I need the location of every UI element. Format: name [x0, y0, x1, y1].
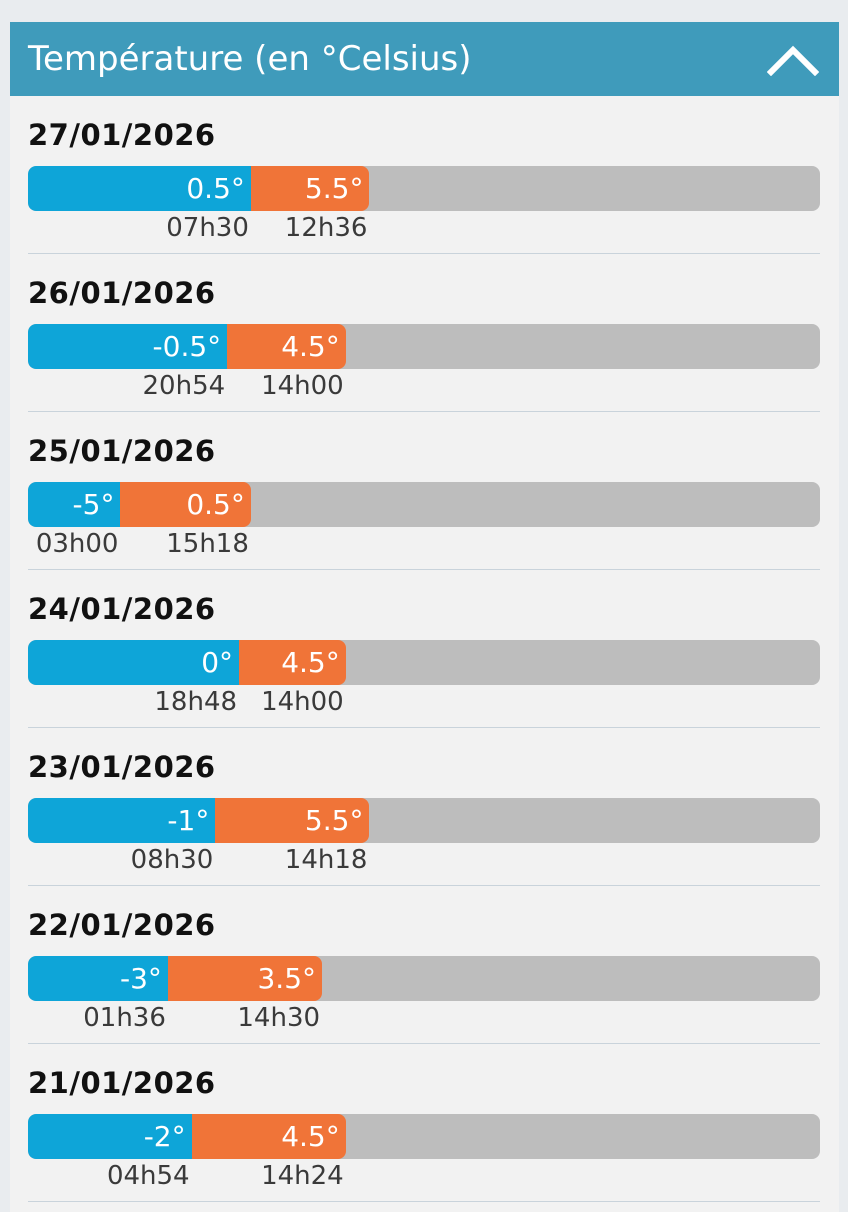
- min-temperature-segment: 0.5°: [28, 166, 251, 211]
- day-row: 27/01/2026 0.5° 5.5° 07h30 12h36: [10, 96, 839, 254]
- max-temperature-label: 3.5°: [257, 962, 317, 995]
- row-divider: [28, 411, 820, 412]
- max-temperature-segment: 3.5°: [167, 956, 323, 1001]
- chevron-up-icon[interactable]: [765, 31, 821, 87]
- min-temperature-time: 08h30: [130, 845, 214, 875]
- max-temperature-time: 14h30: [237, 1003, 321, 1033]
- min-temperature-segment: 0°: [28, 640, 240, 685]
- temperature-range-bar: 0.5° 5.5°: [28, 166, 820, 211]
- temperature-range-bar: 0° 4.5°: [28, 640, 820, 685]
- min-temperature-time: 07h30: [166, 213, 249, 243]
- min-temperature-segment: -3°: [28, 956, 168, 1001]
- min-temperature-segment: -0.5°: [28, 324, 228, 369]
- max-temperature-segment: 4.5°: [191, 1114, 346, 1159]
- day-list: 27/01/2026 0.5° 5.5° 07h30 12h36 26/01/2026 -0…: [10, 96, 839, 1202]
- max-temperature-time: 14h24: [261, 1161, 344, 1191]
- max-temperature-segment: 0.5°: [120, 482, 251, 527]
- max-temperature-segment: 4.5°: [239, 640, 346, 685]
- max-temperature-time: 12h36: [284, 213, 368, 243]
- day-date: 23/01/2026: [28, 750, 216, 784]
- day-date: 26/01/2026: [28, 276, 216, 310]
- min-temperature-label: -0.5°: [152, 330, 222, 363]
- day-date: 24/01/2026: [28, 592, 216, 626]
- temperature-range-bar: -0.5° 4.5°: [28, 324, 820, 369]
- min-temperature-label: -1°: [167, 804, 210, 837]
- min-temperature-segment: -5°: [28, 482, 121, 527]
- min-temperature-segment: -2°: [28, 1114, 192, 1159]
- panel-title: Température (en °Celsius): [28, 39, 472, 79]
- temperature-panel: Température (en °Celsius) 27/01/2026 0.5°…: [10, 22, 839, 1212]
- row-divider: [28, 253, 820, 254]
- max-temperature-segment: 5.5°: [250, 166, 370, 211]
- max-temperature-label: 5.5°: [304, 172, 364, 205]
- max-temperature-time: 14h18: [284, 845, 368, 875]
- max-temperature-label: 4.5°: [281, 646, 340, 679]
- day-date: 21/01/2026: [28, 1066, 216, 1100]
- max-temperature-label: 5.5°: [304, 804, 364, 837]
- min-temperature-time: 03h00: [35, 529, 119, 559]
- row-divider: [28, 1043, 820, 1044]
- temperature-range-bar: -2° 4.5°: [28, 1114, 820, 1159]
- temperature-range-bar: -1° 5.5°: [28, 798, 820, 843]
- max-temperature-time: 15h18: [166, 529, 249, 559]
- panel-header[interactable]: Température (en °Celsius): [10, 22, 839, 96]
- day-row: 24/01/2026 0° 4.5° 18h48 14h00: [10, 570, 839, 728]
- day-date: 25/01/2026: [28, 434, 216, 468]
- min-temperature-label: -3°: [119, 962, 162, 995]
- max-temperature-label: 0.5°: [186, 488, 245, 521]
- row-divider: [28, 1201, 820, 1202]
- min-temperature-label: -5°: [72, 488, 115, 521]
- row-divider: [28, 885, 820, 886]
- day-row: 22/01/2026 -3° 3.5° 01h36 14h30: [10, 886, 839, 1044]
- min-temperature-time: 18h48: [154, 687, 238, 717]
- row-divider: [28, 727, 820, 728]
- max-temperature-segment: 5.5°: [215, 798, 370, 843]
- temperature-range-bar: -3° 3.5°: [28, 956, 820, 1001]
- max-temperature-label: 4.5°: [281, 1120, 340, 1153]
- day-row: 25/01/2026 -5° 0.5° 03h00 15h18: [10, 412, 839, 570]
- day-date: 22/01/2026: [28, 908, 216, 942]
- min-temperature-segment: -1°: [28, 798, 216, 843]
- max-temperature-segment: 4.5°: [227, 324, 346, 369]
- day-row: 21/01/2026 -2° 4.5° 04h54 14h24: [10, 1044, 839, 1202]
- row-divider: [28, 569, 820, 570]
- min-temperature-time: 04h54: [106, 1161, 190, 1191]
- max-temperature-label: 4.5°: [281, 330, 340, 363]
- max-temperature-time: 14h00: [261, 371, 344, 401]
- day-date: 27/01/2026: [28, 118, 216, 152]
- min-temperature-label: 0.5°: [186, 172, 245, 205]
- min-temperature-label: 0°: [201, 646, 234, 679]
- temperature-range-bar: -5° 0.5°: [28, 482, 820, 527]
- day-row: 23/01/2026 -1° 5.5° 08h30 14h18: [10, 728, 839, 886]
- max-temperature-time: 14h00: [261, 687, 344, 717]
- min-temperature-time: 20h54: [142, 371, 226, 401]
- min-temperature-label: -2°: [143, 1120, 186, 1153]
- min-temperature-time: 01h36: [83, 1003, 166, 1033]
- day-row: 26/01/2026 -0.5° 4.5° 20h54 14h00: [10, 254, 839, 412]
